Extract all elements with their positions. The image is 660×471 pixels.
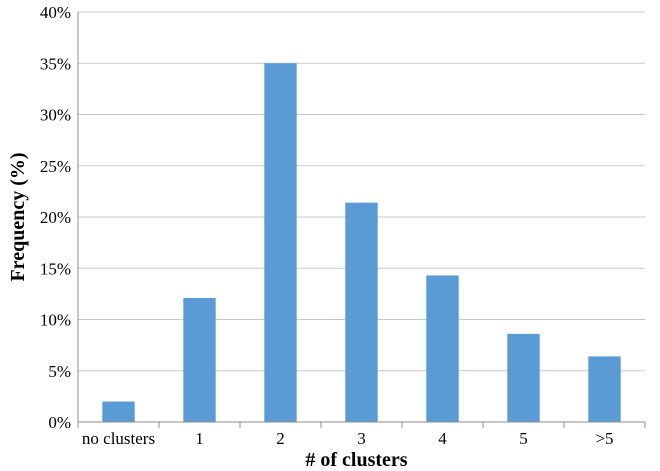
x-axis-title: # of clusters: [305, 449, 407, 471]
y-tick-label: 40%: [40, 3, 71, 22]
y-tick-label: 10%: [40, 311, 71, 330]
y-tick-label: 15%: [40, 259, 71, 278]
y-tick-label: 5%: [48, 362, 71, 381]
x-tick-labels: no clusters 1 2 3 4 5 >5: [82, 429, 614, 448]
x-tick-label: >5: [595, 429, 613, 448]
bar: [183, 297, 216, 422]
x-tick-label: 5: [519, 429, 528, 448]
bar: [102, 401, 135, 422]
bar: [507, 333, 540, 422]
y-tick-labels: 0% 5% 10% 15% 20% 25% 30% 35% 40%: [40, 3, 71, 432]
y-tick-label: 25%: [40, 157, 71, 176]
y-tick-label: 20%: [40, 208, 71, 227]
y-tick-label: 35%: [40, 54, 71, 73]
gridlines: [77, 11, 646, 428]
x-tick-label: 4: [438, 429, 447, 448]
bar: [426, 275, 459, 422]
bars: [102, 63, 621, 422]
y-axis-title: Frequency (%): [7, 152, 29, 281]
bar: [588, 356, 621, 422]
y-tick-label: 30%: [40, 106, 71, 125]
bar: [345, 202, 378, 422]
bar: [264, 63, 297, 422]
y-tick-label: 0%: [48, 413, 71, 432]
x-tick-label: 1: [195, 429, 204, 448]
x-tick-label: 2: [276, 429, 285, 448]
x-tick-label: no clusters: [82, 429, 155, 448]
x-tick-label: 3: [357, 429, 366, 448]
